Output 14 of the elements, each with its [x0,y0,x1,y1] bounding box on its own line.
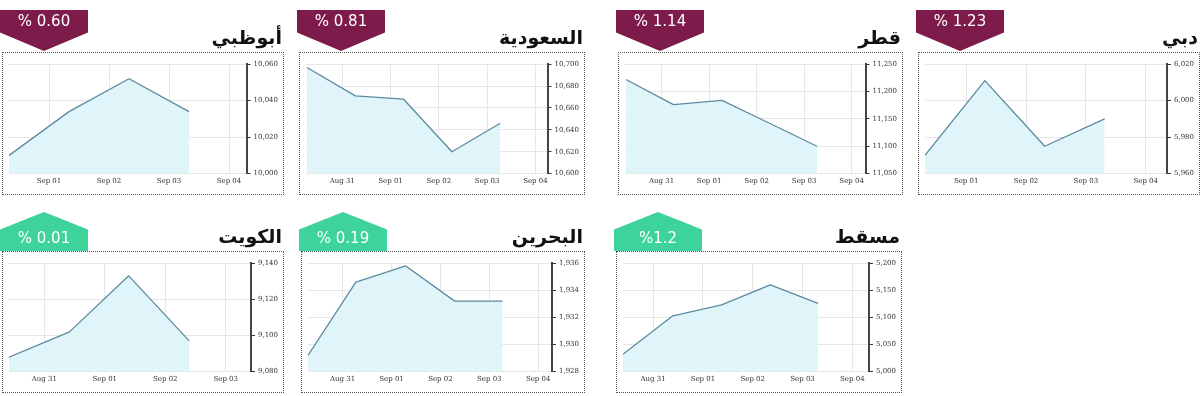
text: % 0.81 [313,12,369,30]
text: %1.2 [637,229,679,247]
chart-title: مسقط [834,225,900,247]
chart-title: أبوظبي [211,26,282,48]
text: % 0.60 [16,12,72,30]
text: % 0.19 [315,229,371,247]
chart-title: الكويت [218,225,282,247]
text: % 1.14 [632,12,688,30]
chart-title: دبي [1161,26,1198,48]
chart-title: البحرين [511,225,583,247]
chart-title: قطر [858,26,901,48]
text: % 1.23 [932,12,988,30]
chart-title: السعودية [498,26,583,48]
text: % 0.01 [16,229,72,247]
